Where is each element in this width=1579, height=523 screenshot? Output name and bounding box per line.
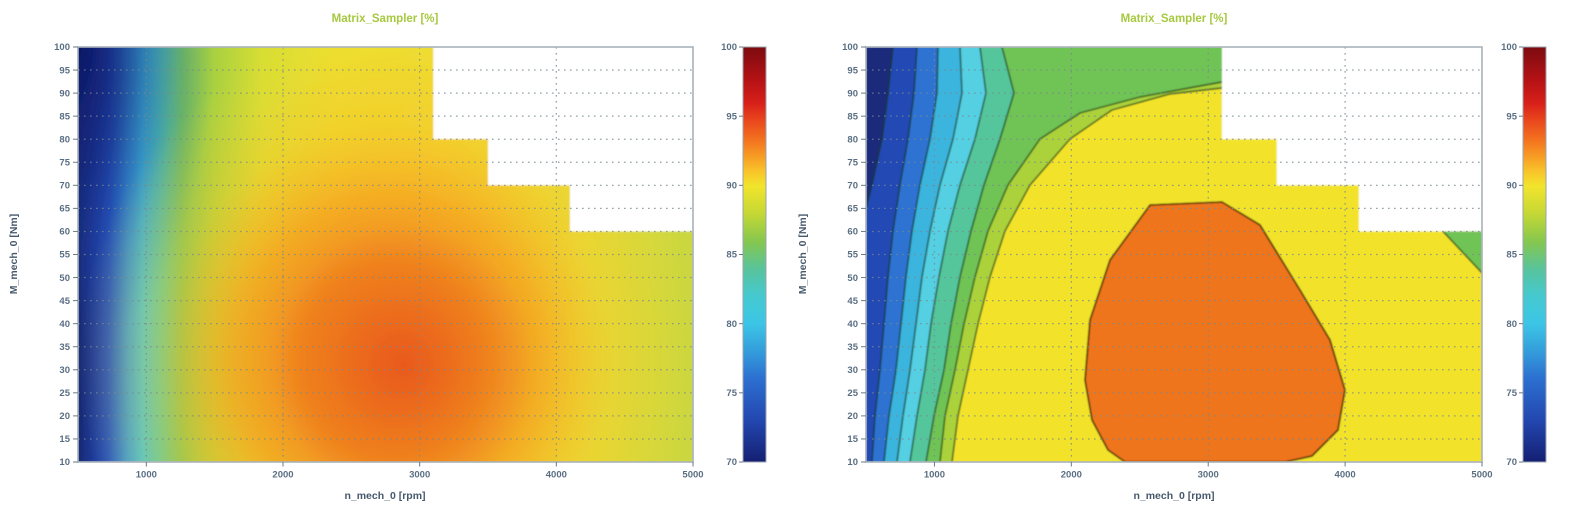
y-tick-label: 50: [847, 273, 858, 284]
y-tick-label: 95: [847, 65, 858, 76]
left-grid: [78, 47, 693, 462]
x-tick-label: 2000: [272, 470, 293, 481]
left-colorbar: [743, 47, 766, 462]
y-tick-label: 85: [847, 111, 858, 122]
colorbar-tick-label: 70: [1506, 457, 1517, 468]
y-tick-label: 90: [59, 88, 70, 99]
x-tick-label: 5000: [1471, 470, 1492, 481]
y-tick-label: 70: [847, 181, 858, 192]
x-tick-label: 1000: [924, 470, 945, 481]
y-tick-label: 35: [847, 342, 858, 353]
colorbar-tick-label: 95: [1506, 111, 1517, 122]
band-navy: [866, 47, 893, 208]
y-tick-label: 15: [59, 434, 70, 445]
colorbar-tick-label: 90: [1506, 181, 1517, 192]
colorbar-tick-label: 70: [726, 457, 737, 468]
colorbar-tick-label: 95: [726, 111, 737, 122]
colorbar-tick-label: 100: [721, 42, 737, 53]
right-plot-data-area: [866, 47, 1482, 462]
left-plot-data-area: [78, 47, 693, 462]
y-tick-label: 25: [59, 388, 70, 399]
colorbar-tick-label: 75: [1506, 388, 1517, 399]
colorbar-tick-label: 100: [1501, 42, 1517, 53]
left-y-axis-title: M_mech_0 [Nm]: [8, 214, 20, 295]
colorbar-tick-label: 80: [726, 319, 737, 330]
right-y-axis-title: M_mech_0 [Nm]: [797, 214, 809, 295]
y-tick-label: 60: [59, 227, 70, 238]
contour-line: [866, 47, 894, 209]
y-tick-label: 15: [847, 434, 858, 445]
left-colorbar-ticks: 70 75 80 85 90 95 100: [721, 42, 743, 468]
y-tick-label: 65: [59, 204, 70, 215]
left-axis-ticks: 1000 2000 3000 4000 5000 10 15 20 25 30 35 40 45 50 55…: [54, 42, 703, 480]
y-tick-label: 10: [847, 457, 858, 468]
y-tick-label: 80: [847, 134, 858, 145]
colorbar-tick-label: 90: [726, 181, 737, 192]
colorbar-tick-label: 85: [1506, 250, 1517, 261]
y-tick-label: 90: [847, 88, 858, 99]
x-tick-label: 1000: [136, 470, 157, 481]
y-tick-label: 10: [59, 457, 70, 468]
y-tick-label: 95: [59, 65, 70, 76]
y-tick-label: 25: [847, 388, 858, 399]
x-tick-label: 4000: [1335, 470, 1356, 481]
y-tick-label: 35: [59, 342, 70, 353]
right-x-axis-title: n_mech_0 [rpm]: [1133, 490, 1214, 502]
y-tick-label: 45: [847, 296, 858, 307]
left-plot-title: Matrix_Sampler [%]: [332, 13, 439, 25]
y-tick-label: 65: [847, 204, 858, 215]
left-plot: 1000 2000 3000 4000 5000 10 15 20 25 30 35 40 45 50 55…: [8, 13, 767, 502]
right-plot: 1000 2000 3000 4000 5000 10 15 20 25 30 35 40 45 50 55…: [797, 13, 1547, 502]
contour-line: [1442, 230, 1482, 274]
x-tick-label: 4000: [546, 470, 567, 481]
left-peak-core: [275, 225, 535, 462]
y-tick-label: 85: [59, 111, 70, 122]
y-tick-label: 45: [59, 296, 70, 307]
y-tick-label: 40: [847, 319, 858, 330]
right-colorbar-ticks: 70 75 80 85 90 95 100: [1501, 42, 1523, 468]
y-tick-label: 20: [847, 411, 858, 422]
x-tick-label: 5000: [682, 470, 703, 481]
y-tick-label: 80: [59, 134, 70, 145]
right-axis-ticks: 1000 2000 3000 4000 5000 10 15 20 25 30 35 40 45 50 55…: [842, 42, 1492, 480]
y-tick-label: 30: [847, 365, 858, 376]
right-peak-region: [1084, 201, 1346, 462]
x-tick-label: 3000: [1198, 470, 1219, 481]
right-grid: [866, 47, 1482, 462]
x-tick-label: 3000: [409, 470, 430, 481]
y-tick-label: 20: [59, 411, 70, 422]
colorbar-tick-label: 85: [726, 250, 737, 261]
y-tick-label: 70: [59, 181, 70, 192]
y-tick-label: 30: [59, 365, 70, 376]
y-tick-label: 55: [847, 250, 858, 261]
y-tick-label: 55: [59, 250, 70, 261]
x-tick-label: 2000: [1061, 470, 1082, 481]
y-tick-label: 100: [842, 42, 858, 53]
colorbar-tick-label: 80: [1506, 319, 1517, 330]
y-tick-label: 50: [59, 273, 70, 284]
y-tick-label: 75: [847, 157, 858, 168]
colorbar-tick-label: 75: [726, 388, 737, 399]
y-tick-label: 60: [847, 227, 858, 238]
y-tick-label: 40: [59, 319, 70, 330]
right-colorbar: [1523, 47, 1546, 462]
left-x-axis-title: n_mech_0 [rpm]: [344, 490, 425, 502]
y-tick-label: 75: [59, 157, 70, 168]
y-tick-label: 100: [54, 42, 70, 53]
right-plot-title: Matrix_Sampler [%]: [1121, 13, 1228, 25]
